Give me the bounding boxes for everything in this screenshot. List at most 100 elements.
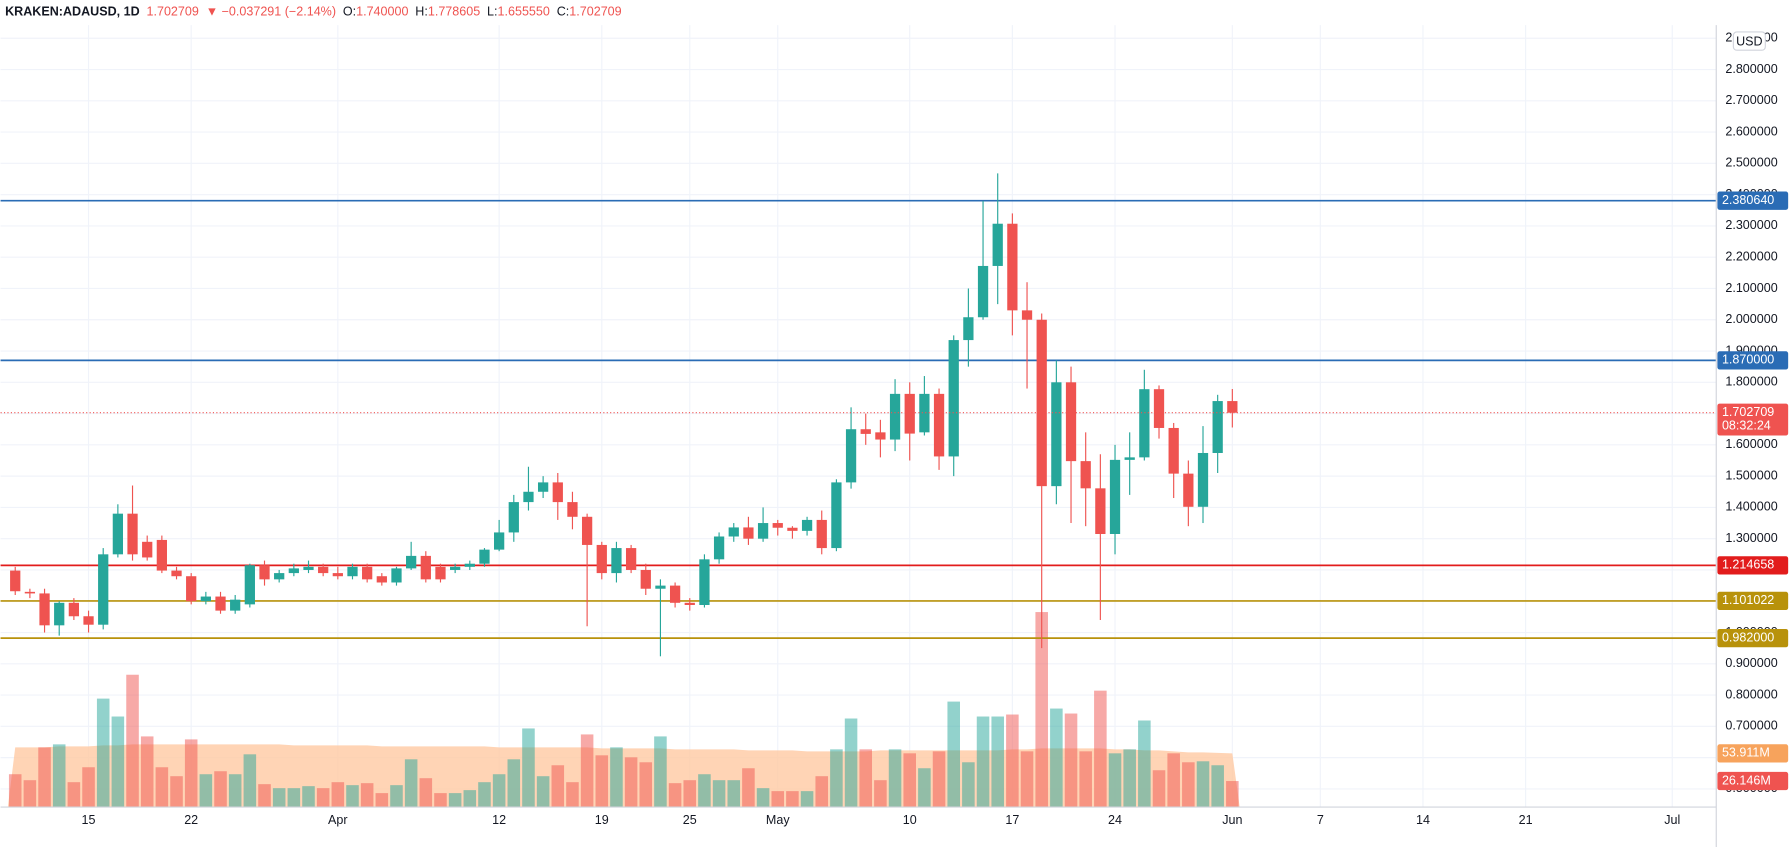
volume-bar: [228, 774, 242, 808]
candle-body: [1183, 473, 1194, 507]
x-tick-label: 14: [1416, 813, 1430, 827]
volume-bar: [38, 747, 51, 808]
candle-body: [581, 516, 593, 545]
volume-bar: [1064, 713, 1078, 808]
candle-body: [464, 563, 475, 567]
candle-body: [523, 491, 534, 503]
candle-body: [156, 539, 167, 571]
candle-body: [1227, 401, 1238, 413]
ohlc-key: H:: [415, 5, 428, 19]
level-tag: 1.101022: [1717, 591, 1789, 611]
x-tick-label: 10: [903, 813, 917, 827]
level-tag-label: 0.982000: [1722, 630, 1774, 644]
volume-bar: [624, 757, 638, 808]
volume-bar: [448, 793, 462, 808]
volume-bar: [888, 749, 902, 808]
candle-body: [391, 568, 402, 583]
candle-body: [83, 616, 94, 625]
volume-bar: [67, 782, 81, 808]
volume-bar: [551, 765, 565, 808]
volume-bar: [1108, 753, 1122, 808]
x-tick-label: 25: [683, 813, 697, 827]
volume-bar: [184, 739, 198, 808]
volume-bar: [419, 778, 433, 808]
candle-body: [816, 519, 827, 549]
volume-bar: [390, 785, 403, 808]
level-tag-box: [1717, 556, 1789, 575]
price-change: ▼ −0.037291 (−2.14%): [206, 5, 336, 19]
y-tick-label: 2.000000: [1725, 312, 1777, 326]
candle-body: [919, 393, 930, 433]
currency-button[interactable]: USD: [1732, 31, 1766, 51]
ohlc-key: C:: [557, 5, 570, 19]
volume-bar: [932, 751, 946, 808]
candle-body: [713, 536, 725, 560]
last-price-box: [1717, 403, 1789, 436]
currency-box[interactable]: [1732, 31, 1766, 51]
volume-bar: [771, 791, 785, 808]
volume-bar: [800, 791, 814, 808]
volume-bar: [1138, 720, 1151, 808]
x-tick-label: 24: [1108, 813, 1122, 827]
volume-bar: [1226, 781, 1239, 808]
y-tick-label: 2.300000: [1725, 218, 1777, 232]
volume-bar: [580, 734, 594, 808]
candle-body: [54, 602, 65, 626]
x-tick-label: Jun: [1222, 813, 1242, 827]
candle-body: [347, 566, 358, 577]
level-tag-box: [1717, 191, 1789, 210]
candle-body: [875, 432, 886, 440]
volume-bar: [1020, 751, 1034, 808]
volume-bar: [1211, 765, 1224, 808]
candle-body: [1124, 457, 1135, 460]
volume-bar: [23, 780, 37, 808]
volume-bar: [52, 744, 66, 808]
volume-bar: [346, 785, 359, 808]
chart-header: KRAKEN:ADAUSD, 1D 1.702709 ▼ −0.037291 (−2…: [5, 5, 622, 19]
volume-bar: [243, 754, 257, 808]
volume-bar: [1167, 753, 1180, 808]
candle-body: [244, 565, 255, 605]
candle-body: [655, 585, 666, 589]
candle-body: [977, 265, 989, 318]
candle-body: [39, 593, 50, 626]
candle-body: [889, 393, 901, 440]
volume-bar: [1182, 762, 1195, 808]
volume-bar: [991, 716, 1004, 808]
volume-bar: [82, 767, 95, 808]
candle-body: [669, 585, 681, 603]
candle-body: [494, 532, 505, 550]
volume-bar: [712, 780, 726, 808]
candle-body: [10, 570, 21, 592]
volume-bar: [375, 793, 389, 808]
currency-label[interactable]: USD: [1736, 35, 1762, 49]
volume-bar: [1123, 749, 1136, 808]
last-price-label: 1.702709: [1722, 405, 1774, 419]
candle-body: [801, 519, 813, 531]
level-tag-label: 1.101022: [1722, 593, 1774, 607]
candle-body: [24, 591, 36, 594]
x-tick-label: 19: [595, 813, 609, 827]
volume-bar: [360, 783, 374, 808]
candle-body: [787, 527, 798, 531]
candle-body: [1153, 389, 1165, 428]
y-tick-label: 2.700000: [1725, 93, 1777, 107]
candle-body: [171, 570, 182, 577]
level-tag: 0.982000: [1717, 629, 1789, 648]
volume-ma-tag-box: [1717, 744, 1789, 763]
candle-body: [1212, 401, 1223, 453]
candle-body: [1007, 223, 1018, 311]
y-tick-label: 1.800000: [1725, 375, 1777, 389]
candle-body: [1109, 459, 1121, 534]
volume-bar: [1094, 690, 1107, 808]
candle-body: [537, 482, 549, 492]
candle-body: [376, 576, 387, 583]
x-tick-label: 12: [492, 813, 506, 827]
candle-body: [1168, 427, 1179, 474]
volume-tag: 26.146M: [1717, 771, 1789, 791]
volume-bar: [595, 755, 609, 808]
ohlc-value: 1.702709: [569, 5, 621, 19]
y-tick-label: 1.300000: [1725, 531, 1777, 545]
